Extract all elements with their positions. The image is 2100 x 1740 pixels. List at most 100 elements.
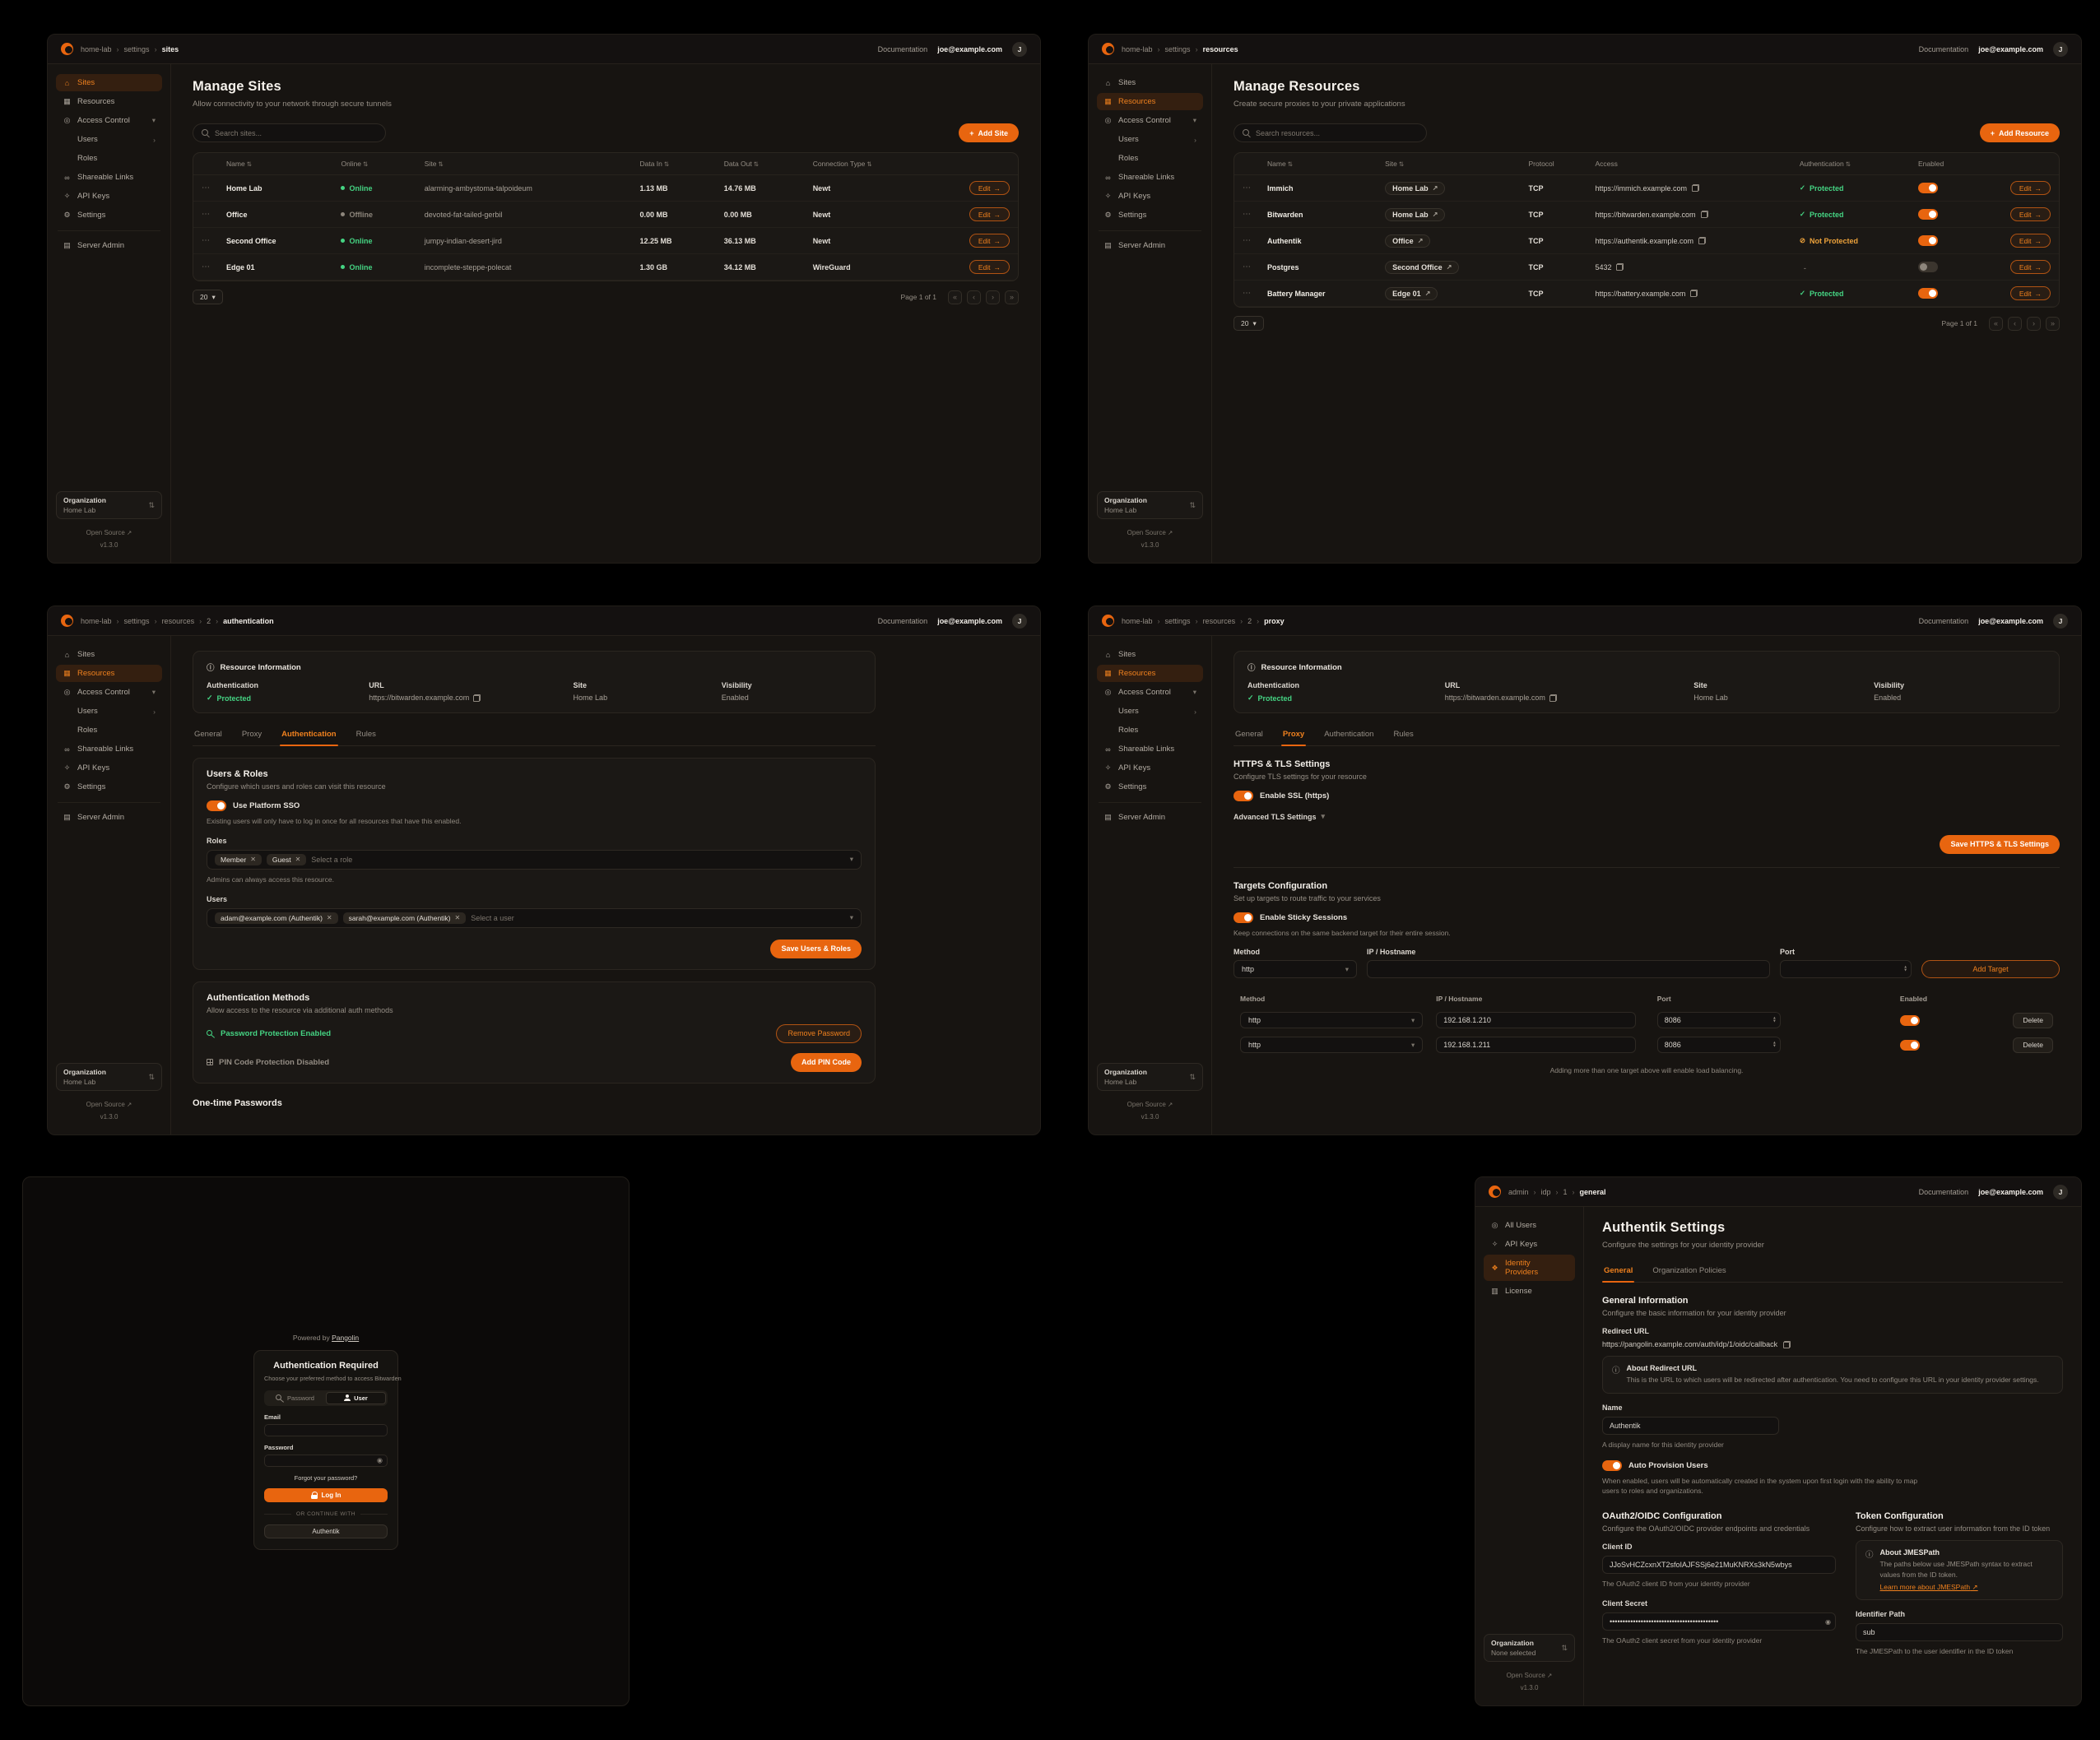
sidebar-item[interactable]: ✧ API Keys — [1097, 759, 1203, 777]
first-page-button[interactable]: « — [948, 290, 962, 304]
breadcrumb-item[interactable]: › resources — [1195, 44, 1238, 53]
platform-sso-toggle[interactable] — [207, 800, 226, 811]
tab[interactable]: Authentication — [1324, 730, 1374, 739]
tab[interactable]: Organization Policies — [1652, 1266, 1726, 1275]
copy-icon[interactable] — [1698, 237, 1706, 244]
remove-password-button[interactable]: Remove Password — [776, 1023, 862, 1043]
sticky-sessions-toggle[interactable] — [1234, 912, 1253, 923]
open-source-link[interactable]: Open Source ↗ — [86, 529, 132, 537]
breadcrumb-item[interactable]: › settings — [1157, 44, 1191, 53]
sidebar-item[interactable]: Roles — [56, 150, 162, 167]
page-size-select[interactable]: 20 ▾ — [193, 290, 223, 304]
column-header[interactable]: Site ⇅ — [1377, 153, 1521, 175]
breadcrumb-item[interactable]: › resources — [154, 616, 195, 625]
sidebar-item[interactable]: Roles — [56, 722, 162, 739]
row-menu-button[interactable]: ⋯ — [202, 183, 210, 193]
edit-button[interactable]: Edit → — [2009, 181, 2051, 195]
add-site-button[interactable]: + Add Site — [959, 123, 1019, 142]
last-page-button[interactable]: » — [2046, 316, 2060, 331]
row-menu-button[interactable]: ⋯ — [1243, 289, 1251, 298]
sidebar-item[interactable]: ⚙ Settings — [56, 778, 162, 796]
prev-page-button[interactable]: ‹ — [2008, 316, 2022, 331]
sidebar-item[interactable]: ❖ Identity Providers — [1484, 1255, 1575, 1281]
avatar[interactable]: J — [2053, 41, 2068, 57]
sidebar-item[interactable]: ◎ Access Control ▾ — [56, 112, 162, 129]
auto-provision-toggle[interactable] — [1602, 1459, 1622, 1471]
enabled-toggle[interactable] — [1917, 235, 1938, 246]
enabled-toggle[interactable] — [1917, 209, 1938, 220]
sidebar-item[interactable]: Users › — [56, 703, 162, 720]
tab[interactable]: General — [194, 730, 222, 739]
org-selector[interactable]: Organization Home Lab ⇅ — [56, 1063, 162, 1092]
sidebar-item[interactable]: Users › — [1097, 131, 1203, 148]
column-header[interactable]: Access⇅ — [1587, 153, 1791, 175]
avatar[interactable]: J — [1012, 41, 1027, 57]
user-email[interactable]: joe@example.com — [1978, 44, 2043, 53]
client-id-input[interactable] — [1602, 1556, 1836, 1574]
sidebar-item[interactable]: Users › — [56, 131, 162, 148]
row-menu-button[interactable]: ⋯ — [202, 262, 210, 271]
user-email[interactable]: joe@example.com — [937, 616, 1002, 625]
next-page-button[interactable]: › — [2027, 316, 2041, 331]
breadcrumb-item[interactable]: ›home-lab — [81, 44, 112, 53]
row-menu-button[interactable]: ⋯ — [202, 236, 210, 245]
user-email[interactable]: joe@example.com — [1978, 1187, 2043, 1196]
site-link[interactable]: Office ↗ — [1385, 234, 1431, 248]
search-input[interactable] — [215, 128, 377, 137]
copy-icon[interactable] — [1690, 290, 1698, 297]
add-pin-button[interactable]: Add PIN Code — [791, 1052, 862, 1072]
tab[interactable]: Authentication — [280, 725, 338, 746]
column-header[interactable]: Name ⇅ — [1259, 153, 1378, 175]
sidebar-item[interactable]: ⌂ Sites — [1097, 646, 1203, 663]
row-menu-button[interactable]: ⋯ — [1243, 236, 1251, 245]
avatar[interactable]: J — [2053, 613, 2068, 629]
tab[interactable]: Rules — [355, 730, 376, 739]
enabled-toggle[interactable] — [1917, 262, 1938, 272]
target-method-select[interactable]: http ▾ — [1240, 1012, 1424, 1029]
column-header[interactable]: Online ⇅ — [332, 153, 416, 175]
remove-chip-icon[interactable]: ✕ — [295, 856, 301, 864]
documentation-link[interactable]: Documentation — [1918, 44, 1969, 53]
breadcrumb-item[interactable]: › 2 — [1240, 616, 1252, 625]
login-button[interactable]: Log In — [264, 1487, 388, 1502]
column-header[interactable]: Name ⇅ — [218, 153, 333, 175]
documentation-link[interactable]: Documentation — [877, 44, 928, 53]
breadcrumb-item[interactable]: › resources — [1195, 616, 1236, 625]
save-users-roles-button[interactable]: Save Users & Roles — [770, 939, 862, 958]
sidebar-item[interactable]: ✧ API Keys — [1097, 188, 1203, 205]
number-stepper[interactable]: ▴ ▾ — [1772, 1040, 1776, 1049]
users-select[interactable]: adam@example.com (Authentik) ✕ sarah@exam… — [207, 907, 862, 928]
pangolin-link[interactable]: Pangolin — [332, 1333, 360, 1342]
documentation-link[interactable]: Documentation — [877, 616, 928, 625]
number-stepper[interactable]: ▴ ▾ — [1904, 964, 1907, 973]
open-source-link[interactable]: Open Source ↗ — [1127, 529, 1173, 537]
eye-icon[interactable]: ◉ — [377, 1456, 383, 1464]
tab-user[interactable]: User — [326, 1391, 386, 1404]
site-link[interactable]: Home Lab ↗ — [1385, 207, 1446, 221]
sidebar-item[interactable]: ✧ API Keys — [56, 759, 162, 777]
remove-chip-icon[interactable]: ✕ — [326, 914, 332, 921]
row-menu-button[interactable]: ⋯ — [202, 210, 210, 219]
edit-button[interactable]: Edit → — [969, 181, 1010, 195]
copy-icon[interactable] — [1783, 1340, 1791, 1348]
sidebar-item[interactable]: ▤ Server Admin — [1097, 230, 1203, 254]
site-link[interactable]: Home Lab ↗ — [1385, 181, 1446, 195]
site-link[interactable]: Edge 01 ↗ — [1385, 286, 1438, 300]
avatar[interactable]: J — [1012, 613, 1027, 629]
jmespath-link[interactable]: Learn more about JMESPath ↗ — [1879, 1582, 1978, 1591]
breadcrumb-item[interactable]: › idp — [1533, 1187, 1551, 1196]
column-header[interactable]: Site ⇅ — [416, 153, 632, 175]
open-source-link[interactable]: Open Source ↗ — [1506, 1672, 1553, 1680]
breadcrumb-item[interactable]: › settings — [1157, 616, 1191, 625]
enabled-toggle[interactable] — [1917, 288, 1938, 299]
column-header[interactable]: Data Out ⇅ — [715, 153, 805, 175]
column-header[interactable]: Authentication ⇅ — [1791, 153, 1910, 175]
org-selector[interactable]: Organization Home Lab ⇅ — [1097, 491, 1203, 520]
edit-button[interactable]: Edit → — [2009, 260, 2051, 274]
authentik-sso-button[interactable]: Authentik — [264, 1524, 388, 1538]
sidebar-item[interactable]: ⚙ Settings — [1097, 778, 1203, 796]
sidebar-item[interactable]: ⌂ Sites — [56, 74, 162, 91]
edit-button[interactable]: Edit → — [969, 234, 1010, 248]
breadcrumb-item[interactable]: › 2 — [199, 616, 211, 625]
sidebar-item[interactable]: ⚙ Settings — [1097, 206, 1203, 224]
